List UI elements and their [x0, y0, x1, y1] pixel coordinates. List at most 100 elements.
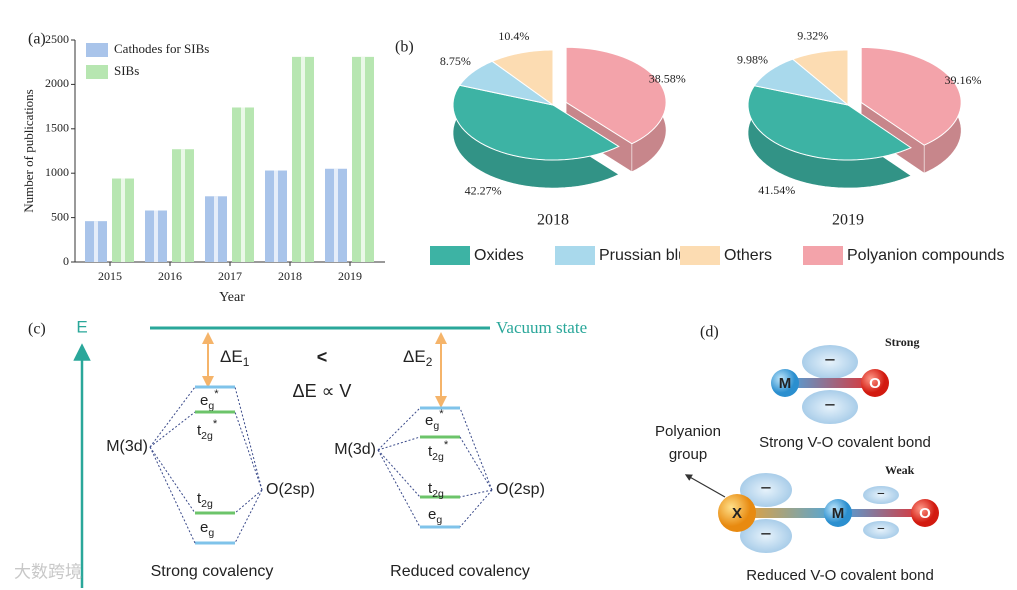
label-part: 2g: [432, 488, 444, 500]
orbital-link: [459, 489, 493, 498]
panel-label: (b): [395, 39, 414, 56]
orbital-link: [459, 436, 493, 491]
group-label: Polyanion: [655, 423, 721, 440]
orbital-lobe: [802, 390, 858, 424]
orbital-lobe: [863, 521, 899, 539]
caption: Reduced covalency: [390, 563, 530, 580]
metal-label: M(3d): [334, 441, 376, 458]
level-label: t2g*: [428, 439, 449, 463]
pie-slice: [860, 46, 962, 146]
bar-stripe: [121, 178, 125, 262]
label-part: t: [428, 480, 433, 497]
label-part: e: [425, 412, 433, 429]
orbital-lobe: [740, 473, 792, 507]
charge: −: [824, 350, 835, 372]
bond: [737, 508, 838, 518]
bar-stripe: [94, 221, 98, 262]
x-tick-label: 2015: [98, 269, 122, 283]
legend-label: Cathodes for SIBs: [114, 41, 209, 56]
bond: [838, 509, 925, 517]
strong-caption: Strong V-O covalent bond: [759, 434, 931, 451]
level-label: t2g*: [197, 418, 218, 442]
orbital-link: [149, 446, 196, 514]
value-label: 10.4%: [498, 29, 529, 43]
atom-label: M: [779, 375, 792, 392]
legend-label: Others: [724, 247, 772, 264]
oxygen-label: O(2sp): [266, 481, 315, 498]
label-part: t: [428, 443, 433, 460]
legend-label: Polyanion compounds: [847, 247, 1004, 264]
label-part: ΔE: [220, 347, 243, 366]
watermark: 大数跨境: [14, 562, 82, 581]
panel-d: (d) Strong M O − − Strong V-O covalent b…: [655, 324, 939, 584]
orbital-link: [377, 449, 421, 498]
pie-slice: [458, 60, 554, 106]
orbital-lobe: [740, 519, 792, 553]
label-part: e: [428, 506, 436, 523]
pie-slice: [753, 58, 849, 106]
x-axis-label: Year: [219, 290, 245, 305]
bar-stripe: [214, 196, 218, 262]
y-tick-label: 1500: [45, 121, 69, 135]
label-part: g: [208, 527, 214, 539]
bar-stripe: [154, 210, 158, 262]
label-part: e: [200, 392, 208, 409]
legend-swatch: [86, 65, 108, 79]
value-label: 42.27%: [465, 183, 502, 197]
orbital-link: [149, 411, 196, 448]
pie-slice: [791, 49, 849, 107]
orbital-link: [234, 489, 263, 514]
atom: [911, 499, 939, 527]
atom: [824, 499, 852, 527]
atom-label: M: [832, 505, 845, 522]
x-tick-label: 2018: [278, 269, 302, 283]
panel-label: (d): [700, 324, 719, 341]
label-part: t: [197, 490, 202, 507]
orbital-link: [149, 446, 196, 544]
level-label: eg: [200, 519, 214, 539]
pie-slice: [491, 49, 554, 106]
x-tick-label: 2019: [338, 269, 362, 283]
y-tick-label: 0: [63, 254, 69, 268]
strong-label: Strong: [885, 335, 919, 349]
metal-label: M(3d): [106, 438, 148, 455]
bar-stripe: [301, 56, 305, 262]
pie-slice: [565, 46, 667, 145]
panel-b: (b) 42.27% 8.75% 10.4% 38.58% 2018 41.54% 9.98…: [395, 28, 1004, 265]
label-part: g: [433, 420, 439, 432]
panel-a: (a) 0 500 1000 1500 2000 2500 Number of public…: [21, 31, 385, 305]
x-tick-label: 2016: [158, 269, 182, 283]
orbital-link: [234, 489, 263, 544]
legend-swatch: [86, 43, 108, 57]
orbital-link: [149, 386, 196, 448]
label-part: *: [444, 439, 449, 451]
orbital-link: [234, 411, 263, 491]
orbital-lobe: [802, 345, 858, 379]
panel-c: (c) E Vacuum state < ΔE ∝ V eg*t2g*t2geg…: [28, 317, 587, 588]
legend-label: Prussian blue: [599, 247, 696, 264]
label-part: 2g: [201, 430, 213, 442]
legend-swatch: [555, 246, 595, 265]
pie-title: 2019: [832, 212, 864, 229]
label-part: *: [439, 408, 444, 420]
label-part: *: [213, 418, 218, 430]
orbital-lobe: [863, 486, 899, 504]
oxygen-label: O(2sp): [496, 481, 545, 498]
charge: −: [824, 395, 835, 417]
weak-label: Weak: [885, 463, 915, 477]
legend-swatch: [803, 246, 843, 265]
level-label: eg: [428, 506, 442, 526]
charge: −: [760, 524, 771, 546]
bar-stripe: [361, 56, 365, 262]
charge: −: [877, 522, 885, 537]
atom: [718, 494, 756, 532]
label-part: 2g: [201, 498, 213, 510]
orbital-link: [377, 449, 421, 528]
legend-swatch: [680, 246, 720, 265]
bond: [785, 378, 875, 388]
atom-label: O: [869, 375, 881, 392]
level-label: t2g: [197, 490, 213, 510]
pie-title: 2018: [537, 212, 569, 229]
y-tick-label: 1000: [45, 165, 69, 179]
pie-slice: [747, 85, 913, 161]
